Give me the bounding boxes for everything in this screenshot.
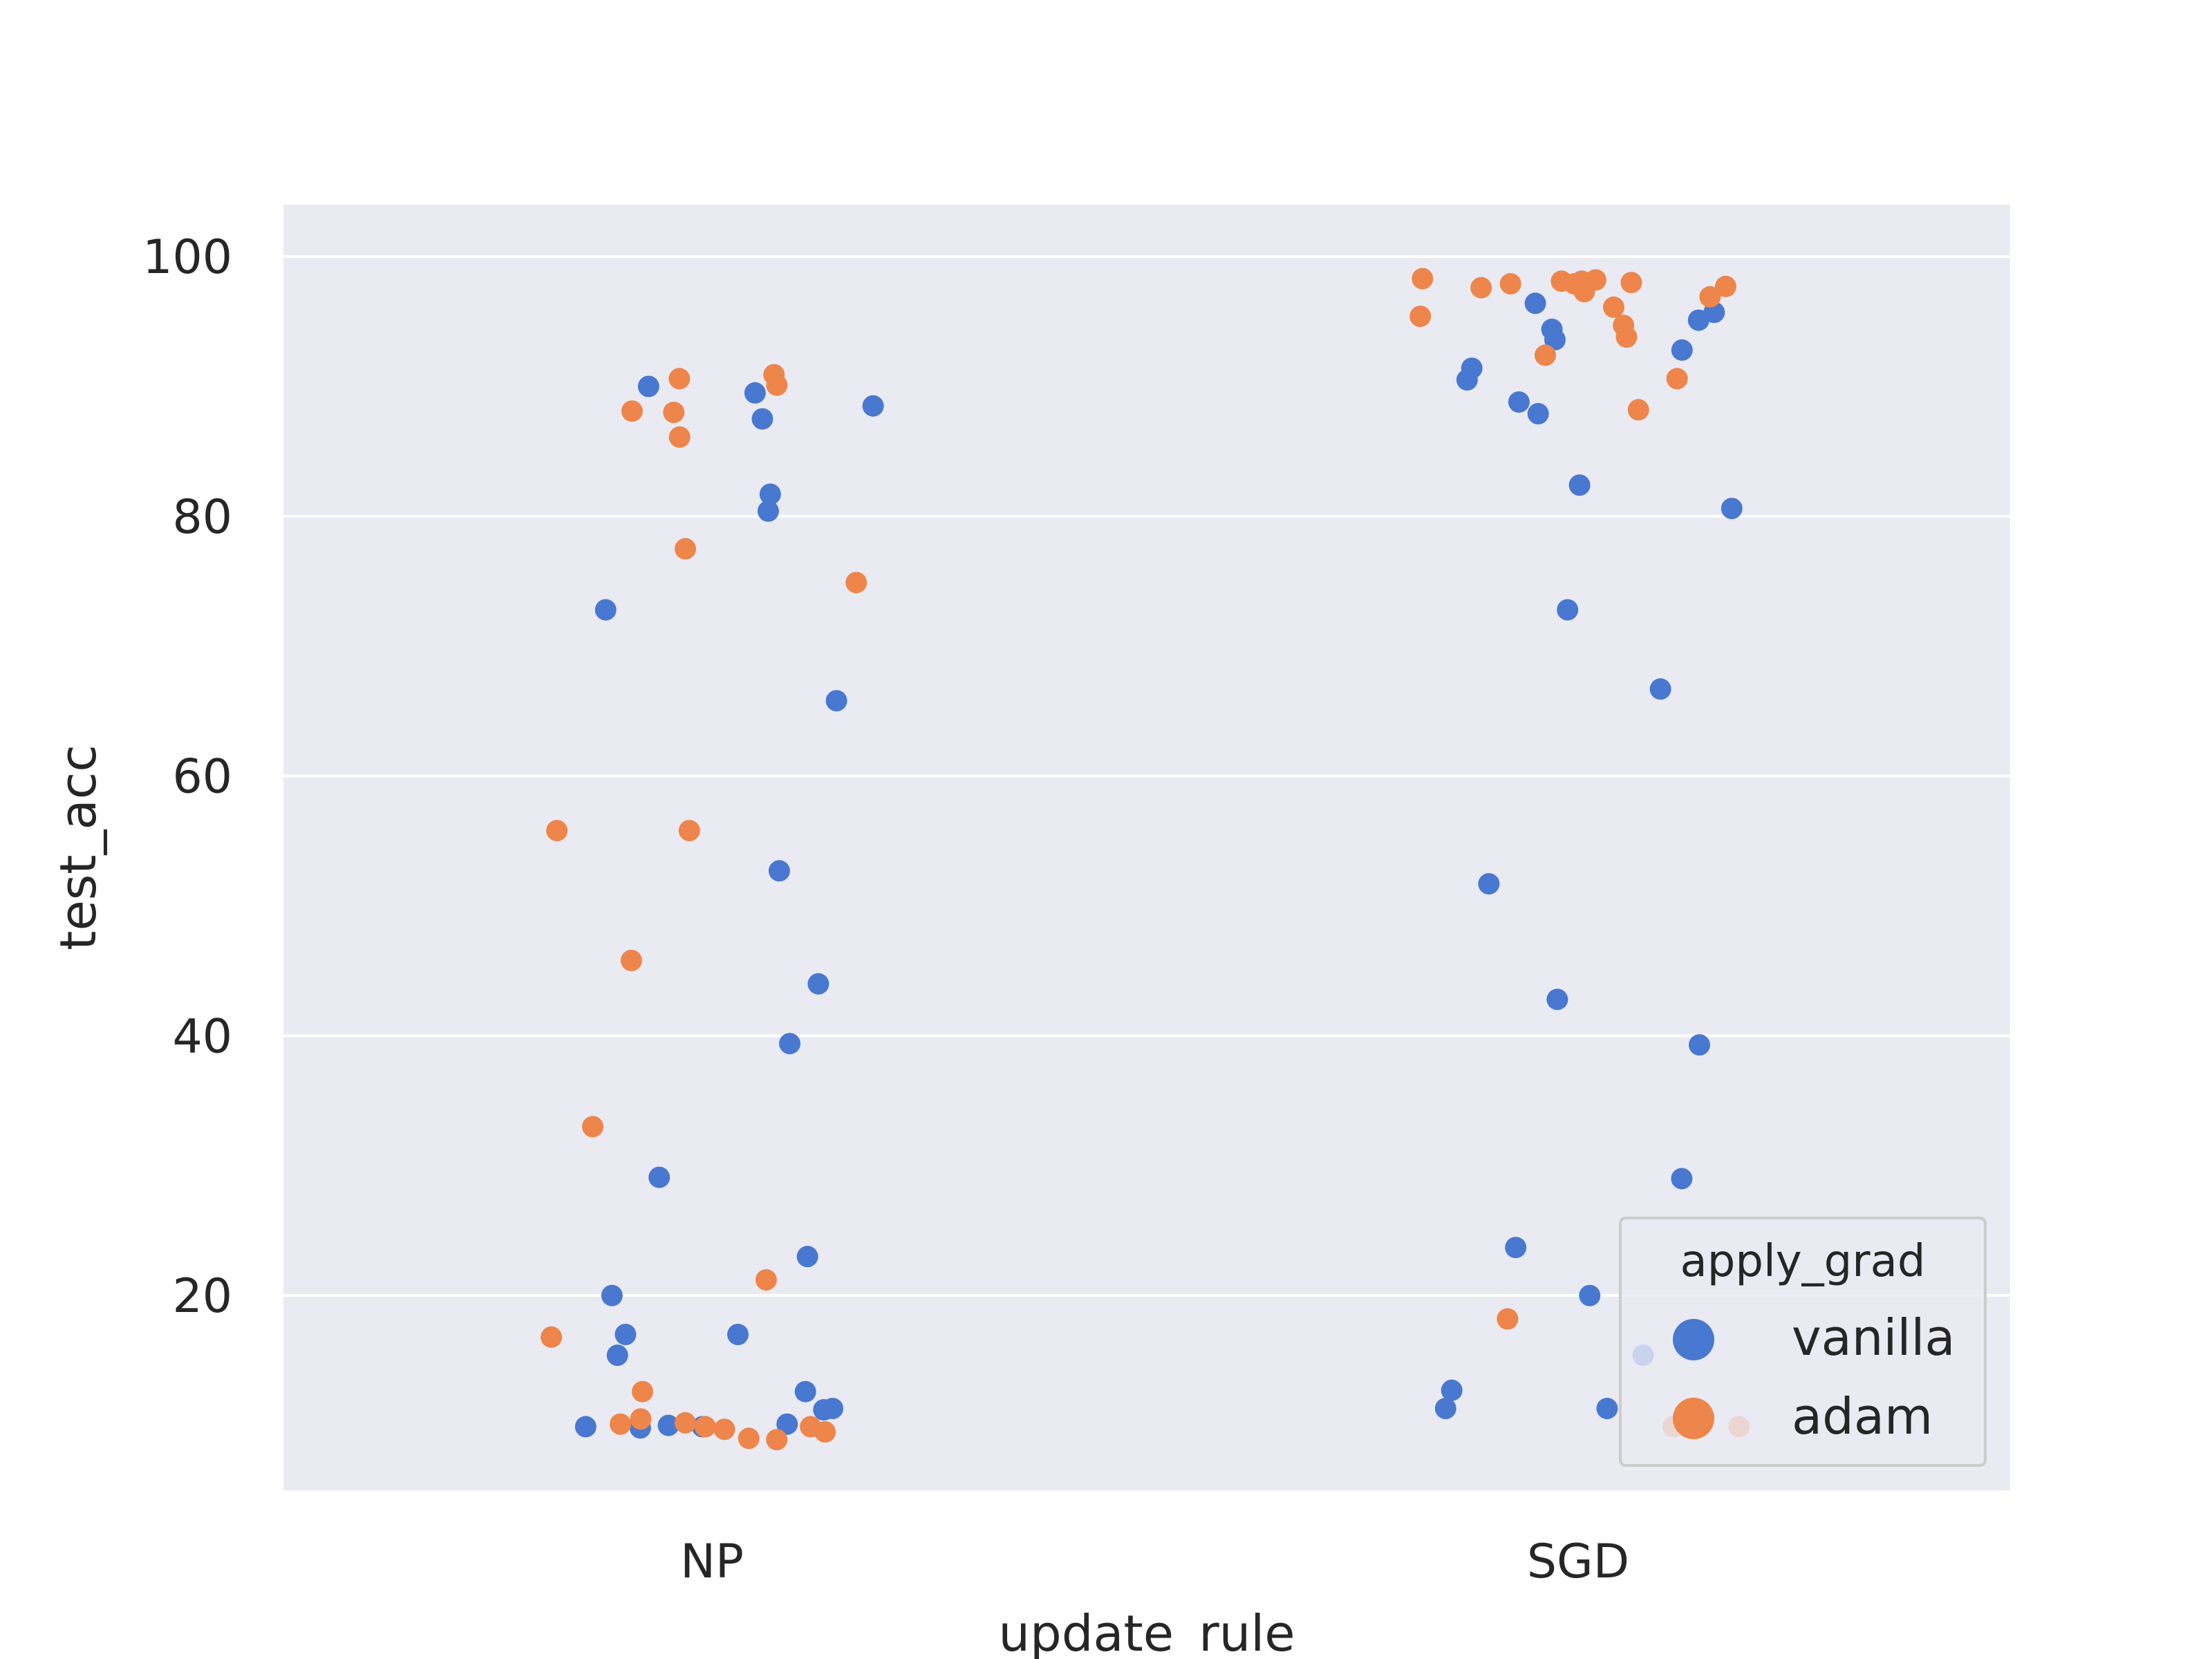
data-point-adam [1627,399,1649,421]
y-tick-label: 20 [172,1269,232,1324]
data-point-vanilla [637,375,659,397]
data-point-vanilla [1568,474,1591,496]
data-point-adam [1615,326,1638,348]
data-point-adam [668,426,691,448]
data-point-vanilla [1434,1398,1456,1420]
legend-label-adam: adam [1792,1387,1933,1445]
data-point-adam [1497,1308,1519,1330]
data-point-adam [621,400,643,422]
data-point-adam [766,374,788,396]
x-tick-label: SGD [1527,1535,1629,1589]
data-point-adam [1620,272,1642,294]
data-point-vanilla [1441,1379,1463,1401]
data-point-adam [1666,368,1688,390]
data-point-adam [1715,275,1736,297]
data-point-adam [713,1418,735,1441]
data-point-vanilla [727,1324,749,1345]
data-point-adam [678,820,700,842]
data-point-vanilla [768,860,790,882]
data-point-adam [675,538,696,560]
data-point-vanilla [825,690,847,712]
data-point-vanilla [1687,309,1709,331]
data-point-vanilla [1649,678,1671,700]
data-point-adam [668,368,691,390]
legend: apply_grad vanilla adam [1619,1217,1987,1467]
y-tick-label: 40 [172,1009,232,1064]
data-point-vanilla [862,395,884,417]
data-point-adam [541,1326,563,1348]
data-point-adam [1409,306,1432,328]
data-point-vanilla [1544,328,1566,350]
data-point-adam [632,1380,653,1403]
legend-title: apply_grad [1680,1236,1926,1287]
data-point-vanilla [1671,1168,1693,1190]
data-point-adam [755,1269,777,1291]
data-point-vanilla [1456,369,1478,391]
data-point-vanilla [574,1416,597,1438]
data-point-adam [620,950,642,971]
y-tick-labels: 20 40 60 80 100 [142,230,232,1324]
data-point-adam [1699,285,1721,308]
data-point-vanilla [1721,498,1743,520]
data-point-vanilla [1596,1398,1618,1420]
data-point-adam [1412,268,1434,290]
data-point-adam [814,1421,836,1443]
data-point-adam [1603,296,1624,318]
data-point-vanilla [1689,1034,1710,1056]
data-point-adam [738,1427,760,1450]
data-point-vanilla [615,1324,637,1345]
data-point-adam [1470,276,1492,299]
data-point-adam [663,402,685,424]
x-axis-label: update_rule [998,1604,1295,1659]
data-point-vanilla [594,599,617,621]
data-point-vanilla [744,382,766,404]
data-point-adam [582,1116,603,1138]
data-point-vanilla [648,1166,671,1188]
data-points [541,268,1750,1451]
data-point-vanilla [1508,391,1530,413]
legend-box [1619,1217,1987,1467]
data-point-vanilla [779,1033,800,1055]
data-point-adam [674,1412,696,1434]
legend-marker-vanilla [1673,1319,1714,1360]
data-point-vanilla [1579,1284,1601,1306]
data-point-adam [845,572,868,594]
data-point-vanilla [606,1344,628,1367]
data-point-vanilla [1546,988,1568,1011]
data-point-vanilla [1527,403,1549,424]
x-tick-labels: NP SGD [680,1535,1629,1589]
data-point-vanilla [1671,339,1693,361]
data-point-vanilla [794,1380,816,1403]
data-point-vanilla [776,1413,798,1435]
gridlines [283,255,2010,1297]
data-point-vanilla [601,1284,623,1306]
data-point-adam [1499,273,1521,295]
data-point-adam [1535,344,1556,366]
data-point-adam [546,820,568,842]
y-tick-label: 60 [172,750,232,805]
legend-marker-adam [1673,1398,1714,1439]
y-axis-label: test_acc [49,744,107,950]
y-tick-label: 80 [172,490,232,545]
data-point-vanilla [757,500,779,522]
data-point-vanilla [1478,873,1500,895]
data-point-vanilla [796,1246,818,1268]
data-point-adam [610,1413,631,1435]
data-point-vanilla [807,973,830,995]
data-point-adam [766,1429,788,1451]
legend-label-vanilla: vanilla [1792,1309,1956,1367]
data-point-adam [630,1408,652,1430]
data-point-adam [694,1416,716,1438]
data-point-vanilla [1524,292,1546,315]
data-point-vanilla [751,408,774,430]
y-tick-label: 100 [142,230,232,285]
data-point-vanilla [813,1399,835,1421]
data-point-adam [1573,281,1595,303]
x-tick-label: NP [680,1535,744,1589]
data-point-vanilla [759,483,781,505]
data-point-vanilla [1505,1237,1527,1259]
data-point-vanilla [1557,599,1579,621]
data-point-vanilla [657,1414,679,1436]
